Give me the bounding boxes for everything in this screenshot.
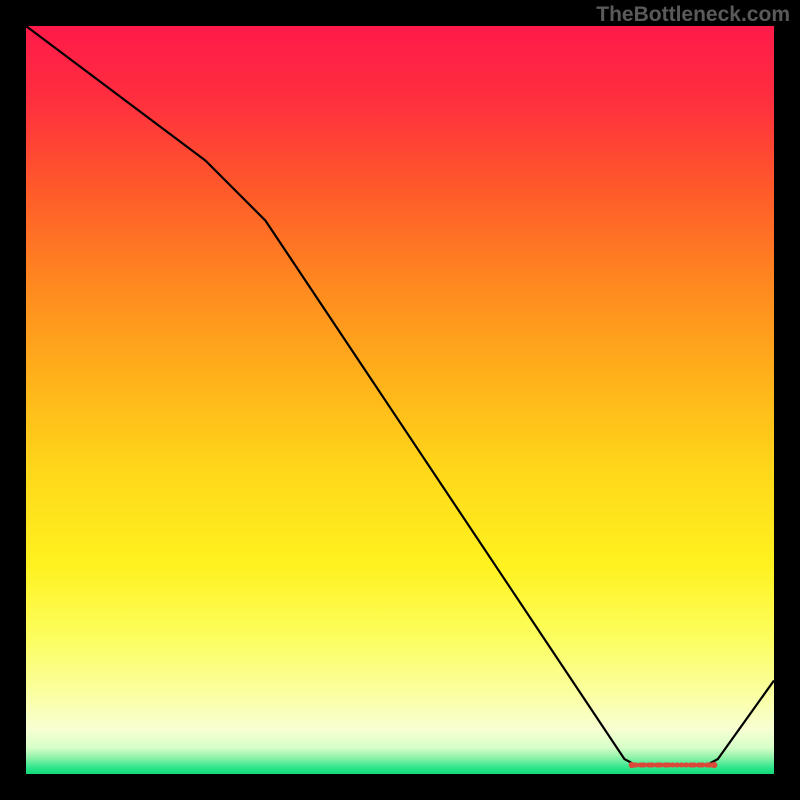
watermark: TheBottleneck.com — [596, 3, 790, 27]
chart-canvas — [0, 0, 800, 800]
chart-container: TheBottleneck.com — [0, 0, 800, 800]
plot-background — [26, 26, 774, 774]
